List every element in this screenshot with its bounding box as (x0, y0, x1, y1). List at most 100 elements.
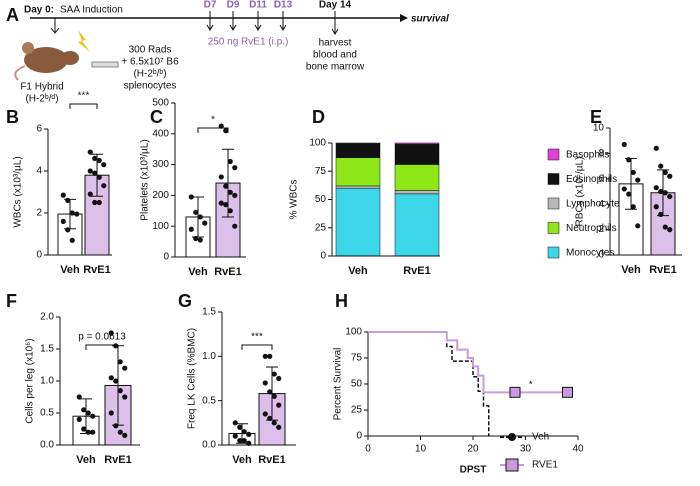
bar-segment (394, 142, 440, 145)
panel-letter: B (6, 107, 19, 127)
error-bar (625, 157, 637, 210)
data-point (267, 389, 273, 395)
bar-segment (394, 143, 440, 165)
bar-segment (394, 164, 440, 191)
data-point (108, 410, 114, 416)
data-point (113, 378, 119, 384)
irradiation-text: + 6.5x10⁷ B6 (121, 57, 179, 68)
data-point (87, 149, 93, 155)
data-point (76, 394, 82, 400)
data-point (122, 365, 128, 371)
irradiation-text: splenocytes (124, 81, 177, 92)
data-point (262, 380, 268, 386)
panel-letter: C (150, 107, 163, 127)
bar-segment (394, 193, 440, 257)
data-point (76, 416, 82, 422)
error-bar (266, 366, 278, 421)
data-point (223, 202, 229, 208)
data-point (92, 155, 98, 161)
y-tick-label: 0.0 (40, 440, 54, 451)
mouse-icon (14, 42, 79, 81)
data-point (218, 123, 224, 129)
day-label: D11 (249, 0, 267, 11)
data-point (232, 192, 238, 198)
panel-letter: G (178, 291, 192, 311)
data-point (621, 141, 627, 148)
data-point (237, 424, 243, 430)
data-point (227, 189, 233, 195)
data-point (232, 223, 238, 229)
data-point (667, 227, 673, 233)
x-tick-label: RvE1 (214, 266, 242, 278)
y-tick-label: 0 (36, 250, 42, 261)
x-tick-label: Veh (76, 454, 96, 466)
data-point (232, 165, 238, 171)
y-axis-label: WBCs (x10³/µL) (13, 156, 24, 227)
panel-letter: H (335, 291, 348, 311)
data-point (246, 431, 252, 437)
data-point (271, 371, 277, 377)
bar-segment (335, 157, 381, 187)
data-point (267, 353, 273, 359)
x-tick-label: RvE1 (104, 454, 132, 466)
y-tick-label: 0.0 (202, 440, 216, 451)
treatment-label: 250 ng RvE1 (i.p.) (208, 37, 289, 48)
panel-letter: A (6, 5, 19, 25)
panel-a: A Day 0: SAA Induction survival D7 D9 D1… (6, 0, 449, 105)
x-tick-label: Veh (232, 454, 252, 466)
x-tick-label: 40 (572, 444, 584, 455)
data-point (117, 359, 123, 365)
y-tick-label: 0 (320, 251, 326, 262)
significance-bracket (197, 127, 229, 133)
data-point (101, 162, 107, 168)
x-tick-label: 30 (520, 444, 532, 455)
data-point (223, 128, 229, 134)
x-tick-label: RvE1 (258, 454, 286, 466)
bar-segment (335, 187, 381, 257)
data-point (188, 226, 194, 232)
y-tick-label: 75 (315, 166, 327, 177)
y-tick-label: 1.0 (40, 376, 54, 387)
data-point (90, 429, 96, 435)
legend-label: Neutrophils (566, 223, 617, 234)
data-point (101, 183, 107, 189)
dose-arrows (206, 11, 339, 35)
data-point (276, 402, 282, 408)
data-point (653, 145, 659, 151)
data-point (122, 394, 128, 400)
y-tick-label: 1.5 (40, 344, 54, 355)
data-point (85, 410, 91, 416)
data-point (635, 223, 641, 229)
data-point (630, 169, 636, 176)
y-tick-label: 4 (598, 199, 604, 210)
data-point (74, 211, 80, 217)
data-point (658, 188, 664, 195)
bar-segment (335, 185, 381, 189)
legend-swatch (547, 173, 560, 185)
data-point (96, 174, 102, 180)
data-point (193, 209, 199, 215)
y-tick-label: 0.5 (40, 408, 54, 419)
data-point (96, 199, 102, 206)
y-axis-label: Platelets (x10³/µL) (140, 139, 151, 220)
y-tick-label: 0 (163, 252, 169, 263)
y-tick-label: 100 (309, 138, 326, 149)
legend-swatch (547, 222, 560, 234)
significance-label: p = 0.0613 (78, 332, 126, 343)
x-tick-label: 20 (467, 444, 479, 455)
data-point (69, 210, 75, 216)
data-point (667, 173, 673, 179)
significance-bracket (69, 103, 98, 109)
data-point (108, 330, 114, 336)
error-bar (64, 198, 76, 230)
legend-swatch (547, 197, 560, 210)
y-axis-label: Freq LK Cells (%BMC) (187, 328, 198, 429)
x-tick-label: Veh (348, 265, 368, 277)
censor-mark (509, 386, 521, 398)
y-tick-label: 75 (351, 353, 363, 364)
significance-bracket (85, 344, 119, 350)
data-point (92, 199, 98, 206)
x-tick-label: RvE1 (649, 264, 677, 276)
data-point (262, 411, 268, 417)
